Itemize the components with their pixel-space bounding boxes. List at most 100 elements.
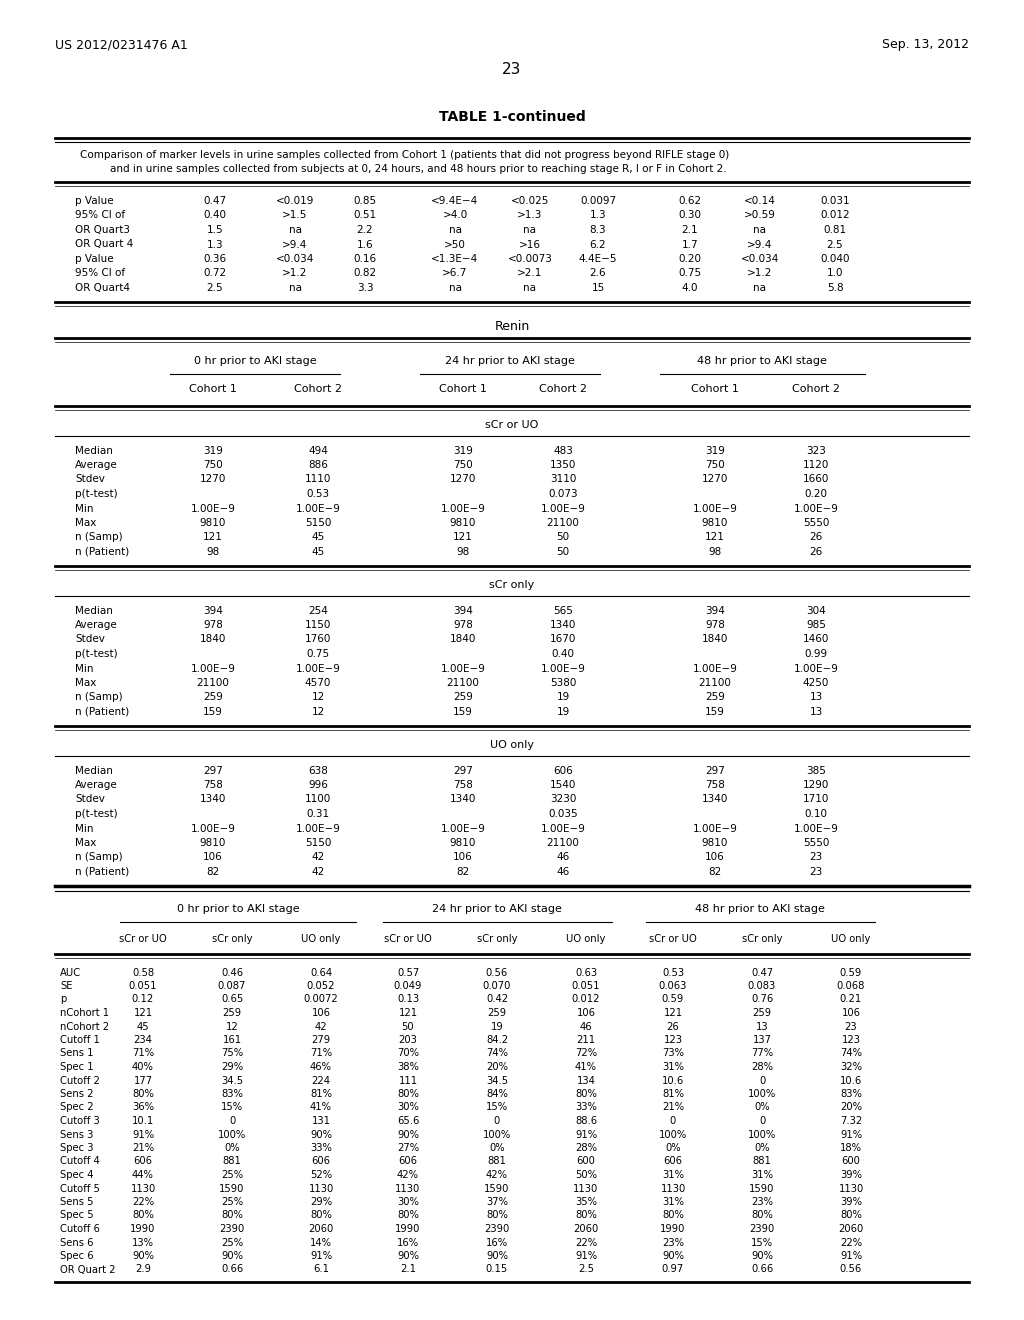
Text: 1.5: 1.5 [207, 224, 223, 235]
Text: 98: 98 [207, 546, 219, 557]
Text: 0.53: 0.53 [306, 488, 330, 499]
Text: 46: 46 [556, 867, 569, 876]
Text: >16: >16 [519, 239, 541, 249]
Text: 42: 42 [311, 853, 325, 862]
Text: OR Quart4: OR Quart4 [75, 282, 130, 293]
Text: <0.0073: <0.0073 [508, 253, 552, 264]
Text: 2.6: 2.6 [590, 268, 606, 279]
Text: OR Quart 2: OR Quart 2 [60, 1265, 116, 1275]
Text: 0.47: 0.47 [204, 195, 226, 206]
Text: 12: 12 [311, 693, 325, 702]
Text: Cutoff 6: Cutoff 6 [60, 1224, 100, 1234]
Text: >2.1: >2.1 [517, 268, 543, 279]
Text: 95% CI of: 95% CI of [75, 210, 125, 220]
Text: 1.00E−9: 1.00E−9 [794, 824, 839, 833]
Text: na: na [449, 224, 462, 235]
Text: 77%: 77% [751, 1048, 773, 1059]
Text: 12: 12 [225, 1022, 239, 1031]
Text: 123: 123 [842, 1035, 860, 1045]
Text: 211: 211 [577, 1035, 596, 1045]
Text: sCr or UO: sCr or UO [649, 933, 697, 944]
Text: 0.72: 0.72 [204, 268, 226, 279]
Text: 90%: 90% [397, 1130, 419, 1139]
Text: 1150: 1150 [305, 620, 331, 630]
Text: 19: 19 [556, 708, 569, 717]
Text: 15%: 15% [751, 1238, 773, 1247]
Text: 24 hr prior to AKI stage: 24 hr prior to AKI stage [445, 355, 574, 366]
Text: UO only: UO only [831, 933, 870, 944]
Text: 23: 23 [503, 62, 521, 77]
Text: 1100: 1100 [305, 795, 331, 804]
Text: 21100: 21100 [197, 678, 229, 688]
Text: 90%: 90% [662, 1251, 684, 1261]
Text: 1840: 1840 [450, 635, 476, 644]
Text: 297: 297 [203, 766, 223, 776]
Text: Sens 2: Sens 2 [60, 1089, 93, 1100]
Text: 2.9: 2.9 [135, 1265, 151, 1275]
Text: na: na [523, 282, 537, 293]
Text: Average: Average [75, 459, 118, 470]
Text: Stdev: Stdev [75, 795, 104, 804]
Text: 27%: 27% [397, 1143, 419, 1152]
Text: 23%: 23% [751, 1197, 773, 1206]
Text: 90%: 90% [132, 1251, 154, 1261]
Text: 0.59: 0.59 [662, 994, 684, 1005]
Text: Spec 4: Spec 4 [60, 1170, 93, 1180]
Text: 758: 758 [453, 780, 473, 789]
Text: 259: 259 [453, 693, 473, 702]
Text: 0.083: 0.083 [748, 981, 776, 991]
Text: 4.0: 4.0 [682, 282, 698, 293]
Text: 91%: 91% [574, 1251, 597, 1261]
Text: <9.4E−4: <9.4E−4 [431, 195, 478, 206]
Text: 71%: 71% [310, 1048, 332, 1059]
Text: 10.6: 10.6 [662, 1076, 684, 1085]
Text: 18%: 18% [840, 1143, 862, 1152]
Text: 12: 12 [311, 708, 325, 717]
Text: 46: 46 [556, 853, 569, 862]
Text: 106: 106 [706, 853, 725, 862]
Text: 106: 106 [454, 853, 473, 862]
Text: 1990: 1990 [660, 1224, 686, 1234]
Text: >6.7: >6.7 [442, 268, 468, 279]
Text: 0.97: 0.97 [662, 1265, 684, 1275]
Text: 304: 304 [806, 606, 826, 615]
Text: 21%: 21% [132, 1143, 154, 1152]
Text: 80%: 80% [310, 1210, 332, 1221]
Text: na: na [289, 224, 301, 235]
Text: nCohort 2: nCohort 2 [60, 1022, 110, 1031]
Text: 1540: 1540 [550, 780, 577, 789]
Text: 5.8: 5.8 [826, 282, 844, 293]
Text: 1590: 1590 [750, 1184, 775, 1193]
Text: 25%: 25% [221, 1170, 243, 1180]
Text: Sep. 13, 2012: Sep. 13, 2012 [882, 38, 969, 51]
Text: 22%: 22% [840, 1238, 862, 1247]
Text: 886: 886 [308, 459, 328, 470]
Text: 1670: 1670 [550, 635, 577, 644]
Text: 19: 19 [556, 693, 569, 702]
Text: 121: 121 [398, 1008, 418, 1018]
Text: n (Samp): n (Samp) [75, 532, 123, 543]
Text: <0.034: <0.034 [275, 253, 314, 264]
Text: 1.00E−9: 1.00E−9 [440, 824, 485, 833]
Text: 2060: 2060 [573, 1224, 599, 1234]
Text: 15%: 15% [221, 1102, 243, 1113]
Text: 0.81: 0.81 [823, 224, 847, 235]
Text: 2.1: 2.1 [682, 224, 698, 235]
Text: 42%: 42% [486, 1170, 508, 1180]
Text: 1.00E−9: 1.00E−9 [296, 664, 340, 673]
Text: Min: Min [75, 824, 93, 833]
Text: 21100: 21100 [547, 838, 580, 847]
Text: 22%: 22% [132, 1197, 154, 1206]
Text: 259: 259 [203, 693, 223, 702]
Text: 82: 82 [457, 867, 470, 876]
Text: 259: 259 [706, 693, 725, 702]
Text: 0.0097: 0.0097 [580, 195, 616, 206]
Text: 565: 565 [553, 606, 573, 615]
Text: 80%: 80% [397, 1089, 419, 1100]
Text: 0.59: 0.59 [840, 968, 862, 978]
Text: 80%: 80% [663, 1210, 684, 1221]
Text: 50: 50 [556, 532, 569, 543]
Text: 0.20: 0.20 [679, 253, 701, 264]
Text: Stdev: Stdev [75, 635, 104, 644]
Text: Renin: Renin [495, 319, 529, 333]
